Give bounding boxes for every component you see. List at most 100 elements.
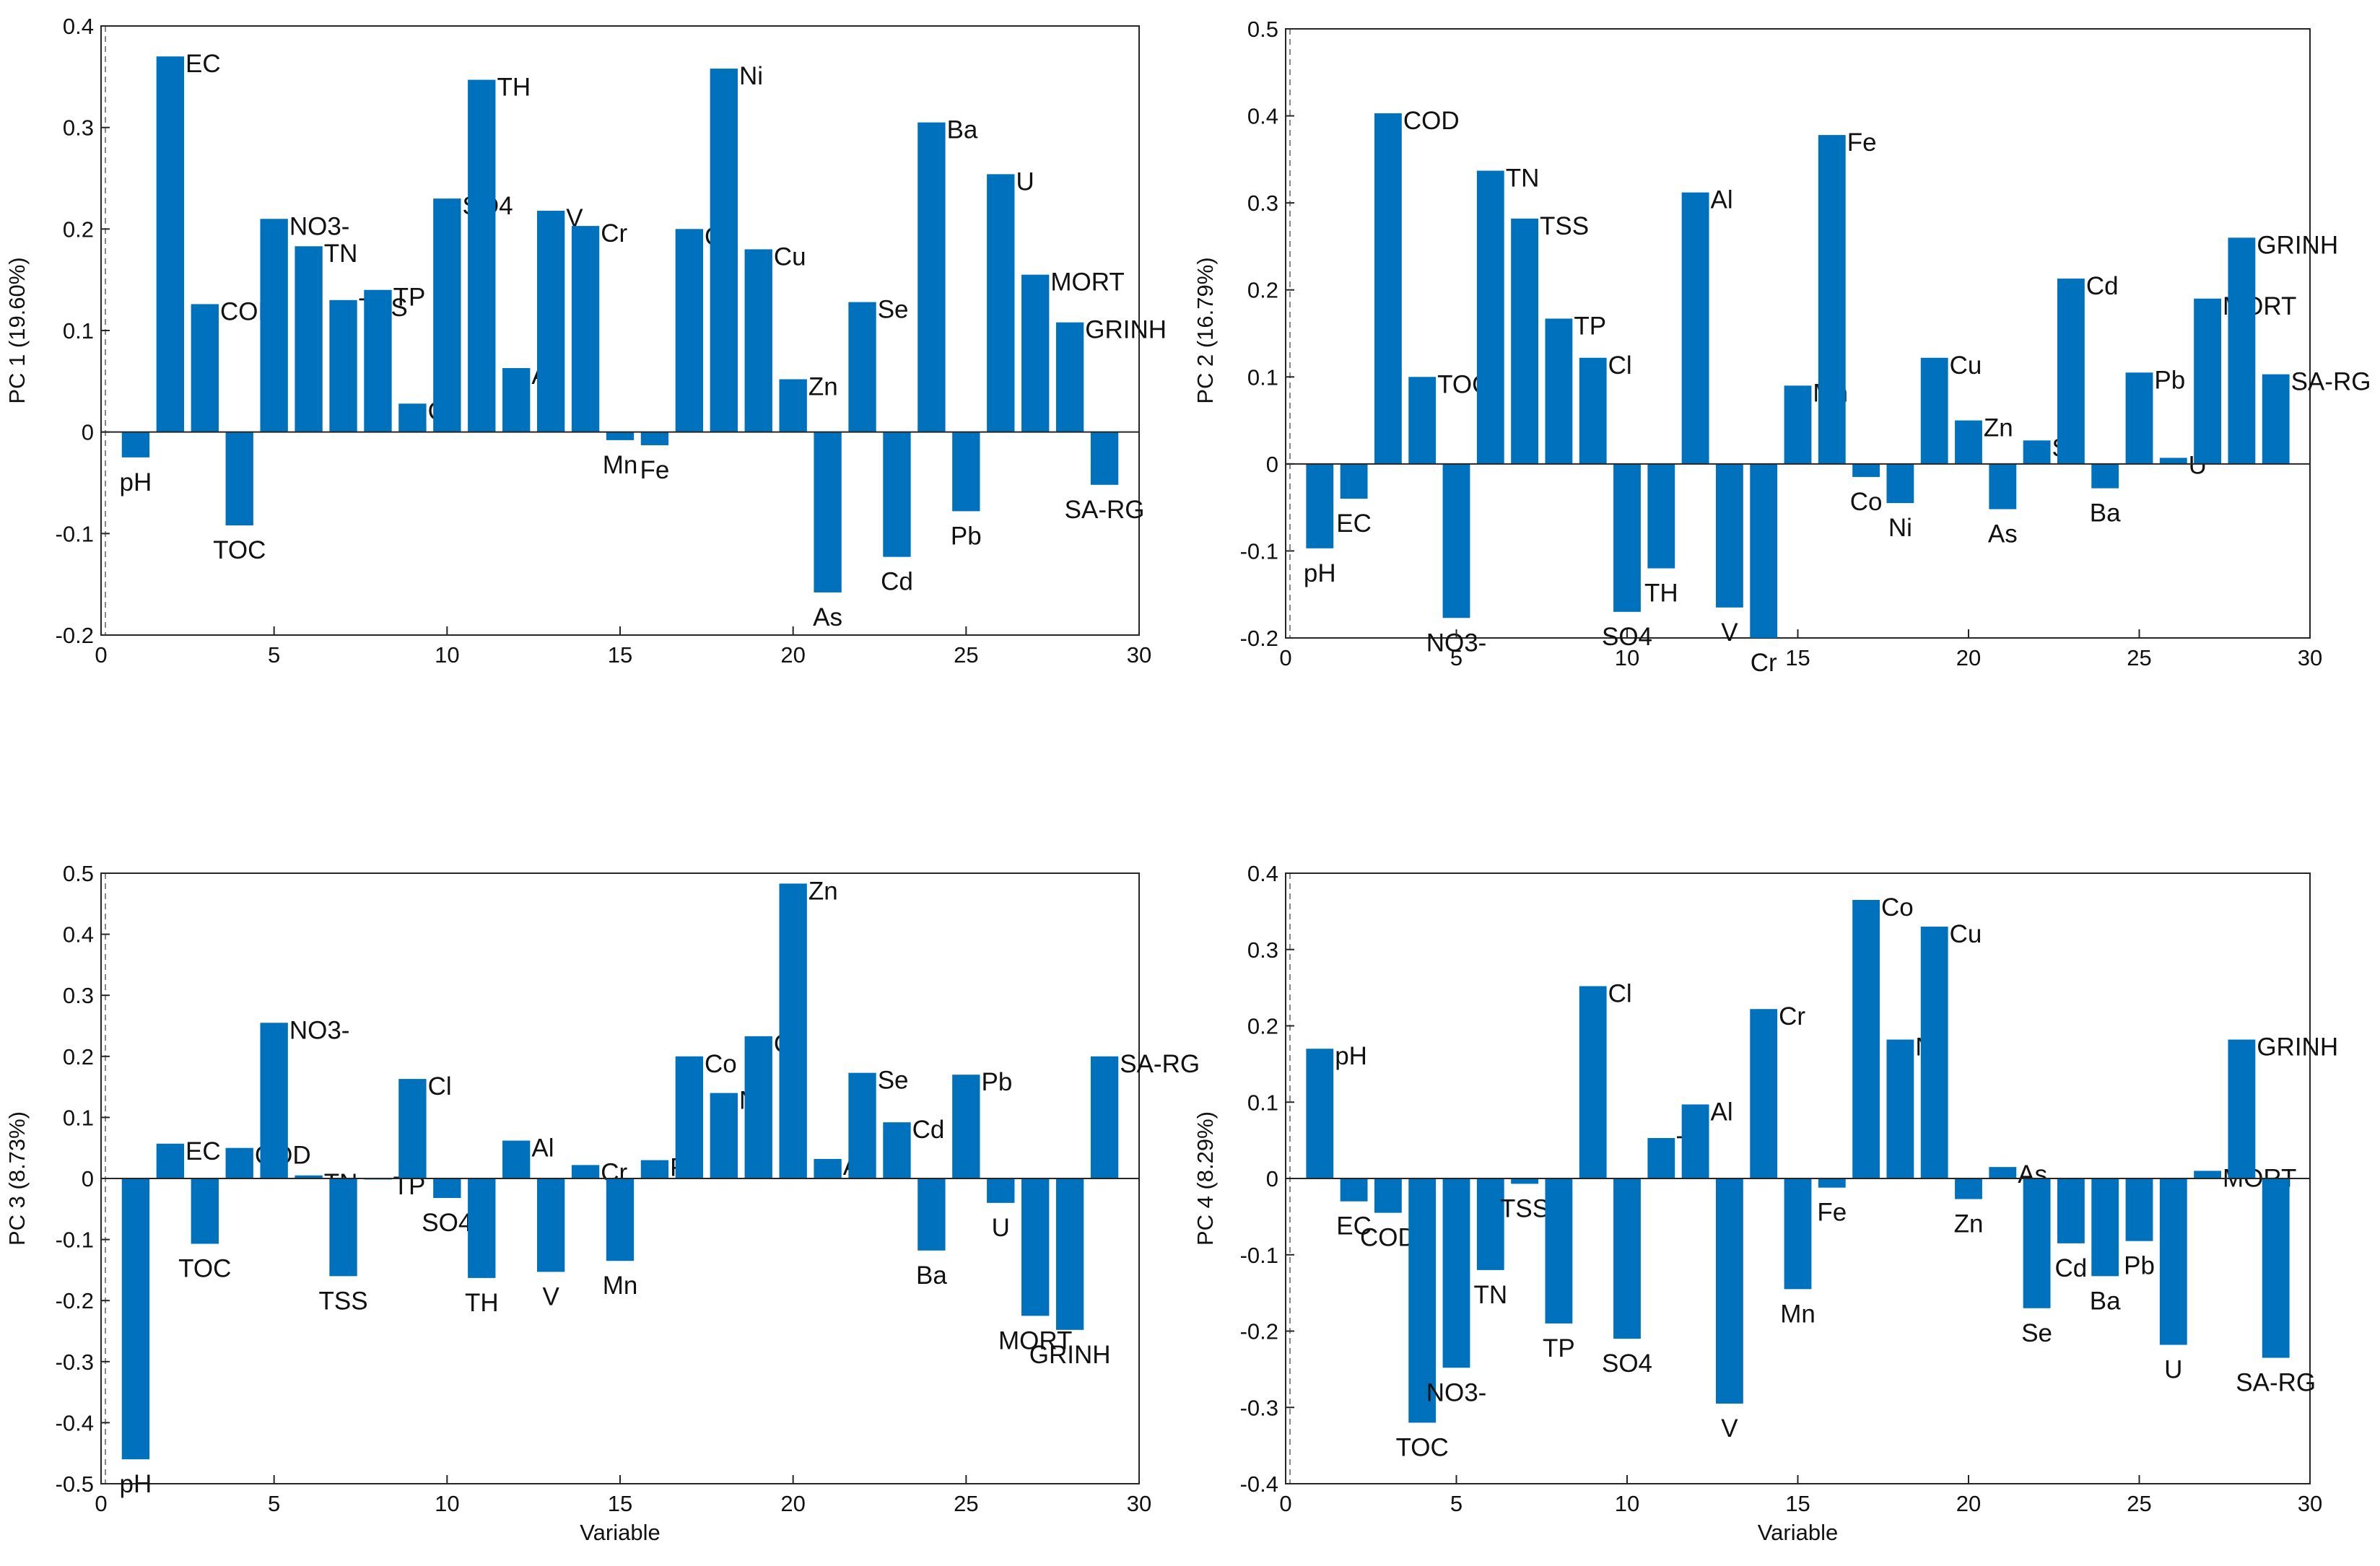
bar-label-al: Al bbox=[1711, 1098, 1733, 1126]
bar-no3 bbox=[260, 219, 288, 432]
x-tick-label: 15 bbox=[608, 642, 632, 668]
y-tick-label: 0.1 bbox=[1247, 1090, 1278, 1115]
bar-label-ph: pH bbox=[1335, 1042, 1367, 1070]
x-tick-label: 5 bbox=[1450, 645, 1463, 670]
bar-ba bbox=[2091, 1178, 2119, 1277]
y-tick-label: 0.3 bbox=[1247, 937, 1278, 963]
bar-as bbox=[1989, 463, 2017, 509]
bar-ph bbox=[1306, 463, 1334, 548]
bar-label-fe: Fe bbox=[1817, 1199, 1847, 1227]
y-tick-label: 0.5 bbox=[1247, 17, 1278, 42]
bar-label-zn: Zn bbox=[808, 877, 838, 905]
bar-label-mn: Mn bbox=[603, 451, 638, 479]
bar-label-tss: TSS bbox=[1500, 1194, 1549, 1222]
bar-grinh bbox=[1055, 1178, 1084, 1330]
bar-label-fe: Fe bbox=[1847, 128, 1877, 157]
bar-label-tss: TSS bbox=[318, 1287, 367, 1315]
bar-label-ph: pH bbox=[120, 1470, 152, 1498]
bar-th bbox=[1647, 1137, 1675, 1178]
y-tick-label: 0 bbox=[1266, 1166, 1278, 1191]
bar-label-cr: Cr bbox=[1751, 649, 1777, 677]
bar-label-v: V bbox=[542, 1282, 559, 1311]
bar-mn bbox=[1784, 385, 1812, 464]
bar-mort bbox=[2194, 298, 2222, 464]
bar-cl bbox=[398, 403, 427, 432]
bar-al bbox=[1681, 1104, 1709, 1178]
bar-so4 bbox=[433, 1178, 461, 1199]
x-tick-label: 25 bbox=[2127, 1491, 2151, 1516]
bar-cu bbox=[744, 249, 772, 432]
y-axis-title: PC 3 (8.73%) bbox=[4, 1111, 30, 1246]
bar-tn bbox=[1476, 1178, 1504, 1270]
y-axis-title: PC 4 (8.29%) bbox=[1193, 1111, 1218, 1246]
bar-cu bbox=[1920, 927, 1948, 1178]
chart-panel-pc4: pHECCODTOCNO3-TNTSSTPClSO4THAlVCrMnFeCoN… bbox=[1193, 861, 2338, 1545]
bar-cd bbox=[883, 1122, 911, 1178]
y-tick-label: 0.3 bbox=[63, 983, 94, 1008]
bar-co bbox=[675, 229, 704, 432]
bar-label-zn: Zn bbox=[808, 373, 838, 401]
bar-label-mn: Mn bbox=[1780, 1300, 1815, 1328]
y-tick-label: 0.2 bbox=[63, 216, 94, 242]
bar-label-grinh: GRINH bbox=[2257, 1033, 2338, 1062]
bar-label-grinh: GRINH bbox=[1085, 316, 1167, 344]
bar-label-toc: TOC bbox=[178, 1255, 231, 1283]
bar-no3 bbox=[260, 1023, 288, 1178]
bar-label-tn: TN bbox=[324, 240, 358, 268]
bar-grinh bbox=[1055, 322, 1084, 432]
bar-pb bbox=[952, 432, 980, 512]
bar-sa-rg bbox=[2262, 374, 2290, 464]
bar-cr bbox=[571, 226, 600, 432]
bar-toc bbox=[225, 432, 253, 526]
y-tick-label: 0.4 bbox=[1247, 861, 1278, 886]
bar-label-ba: Ba bbox=[2090, 1287, 2121, 1315]
bar-tss bbox=[329, 1178, 357, 1277]
bar-zn bbox=[1955, 1178, 1982, 1199]
bar-label-toc: TOC bbox=[1396, 1433, 1449, 1461]
bar-ni bbox=[1886, 1039, 1914, 1178]
y-tick-label: 0.3 bbox=[63, 115, 94, 141]
bar-label-no3: NO3- bbox=[1426, 1378, 1487, 1407]
bar-u bbox=[987, 174, 1015, 432]
bar-tp bbox=[364, 289, 392, 432]
x-tick-label: 20 bbox=[1956, 1491, 1981, 1516]
bar-label-ni: Ni bbox=[1888, 514, 1912, 542]
bar-co bbox=[675, 1056, 704, 1178]
bar-se bbox=[848, 1072, 876, 1178]
bar-as bbox=[814, 432, 842, 592]
bar-label-sa-rg: SA-RG bbox=[1065, 496, 1145, 524]
bar-label-pb: Pb bbox=[951, 522, 982, 550]
bar-toc bbox=[1408, 1178, 1437, 1423]
bar-label-mort: MORT bbox=[998, 1326, 1072, 1355]
bar-label-pb: Pb bbox=[2124, 1252, 2155, 1280]
x-tick-label: 20 bbox=[1956, 645, 1981, 670]
bar-label-v: V bbox=[1721, 618, 1738, 647]
bar-label-cl: Cl bbox=[1608, 351, 1632, 380]
bar-label-grinh: GRINH bbox=[2257, 231, 2338, 259]
bar-cr bbox=[1750, 1009, 1778, 1178]
bar-label-tp: TP bbox=[1543, 1334, 1575, 1362]
bar-label-cu: Cu bbox=[1950, 351, 1982, 380]
bar-mn bbox=[606, 1178, 635, 1261]
bar-no3 bbox=[1442, 463, 1470, 618]
bar-cd bbox=[2057, 1178, 2085, 1243]
x-tick-label: 20 bbox=[780, 642, 805, 668]
x-tick-label: 30 bbox=[2298, 1491, 2322, 1516]
bar-cr bbox=[571, 1165, 600, 1178]
chart-panel-pc2: pHECCODTOCNO3-TNTSSTPClSO4THAlVCrMnFeCoN… bbox=[1193, 17, 2371, 677]
bar-ni bbox=[710, 69, 738, 432]
bar-ni bbox=[1886, 463, 1914, 504]
bar-mort bbox=[2194, 1171, 2222, 1178]
bar-label-ba: Ba bbox=[2090, 499, 2121, 528]
x-tick-label: 30 bbox=[1127, 1491, 1151, 1516]
bar-so4 bbox=[1613, 1178, 1641, 1339]
bar-co bbox=[1852, 463, 1880, 477]
bar-label-tp: TP bbox=[1574, 312, 1606, 341]
y-tick-label: -0.4 bbox=[56, 1410, 94, 1435]
y-tick-label: 0.3 bbox=[1247, 191, 1278, 216]
bar-ba bbox=[917, 1178, 946, 1251]
bar-u bbox=[987, 1178, 1015, 1203]
bar-tn bbox=[1476, 170, 1504, 464]
bar-label-se: Se bbox=[2021, 1319, 2052, 1347]
